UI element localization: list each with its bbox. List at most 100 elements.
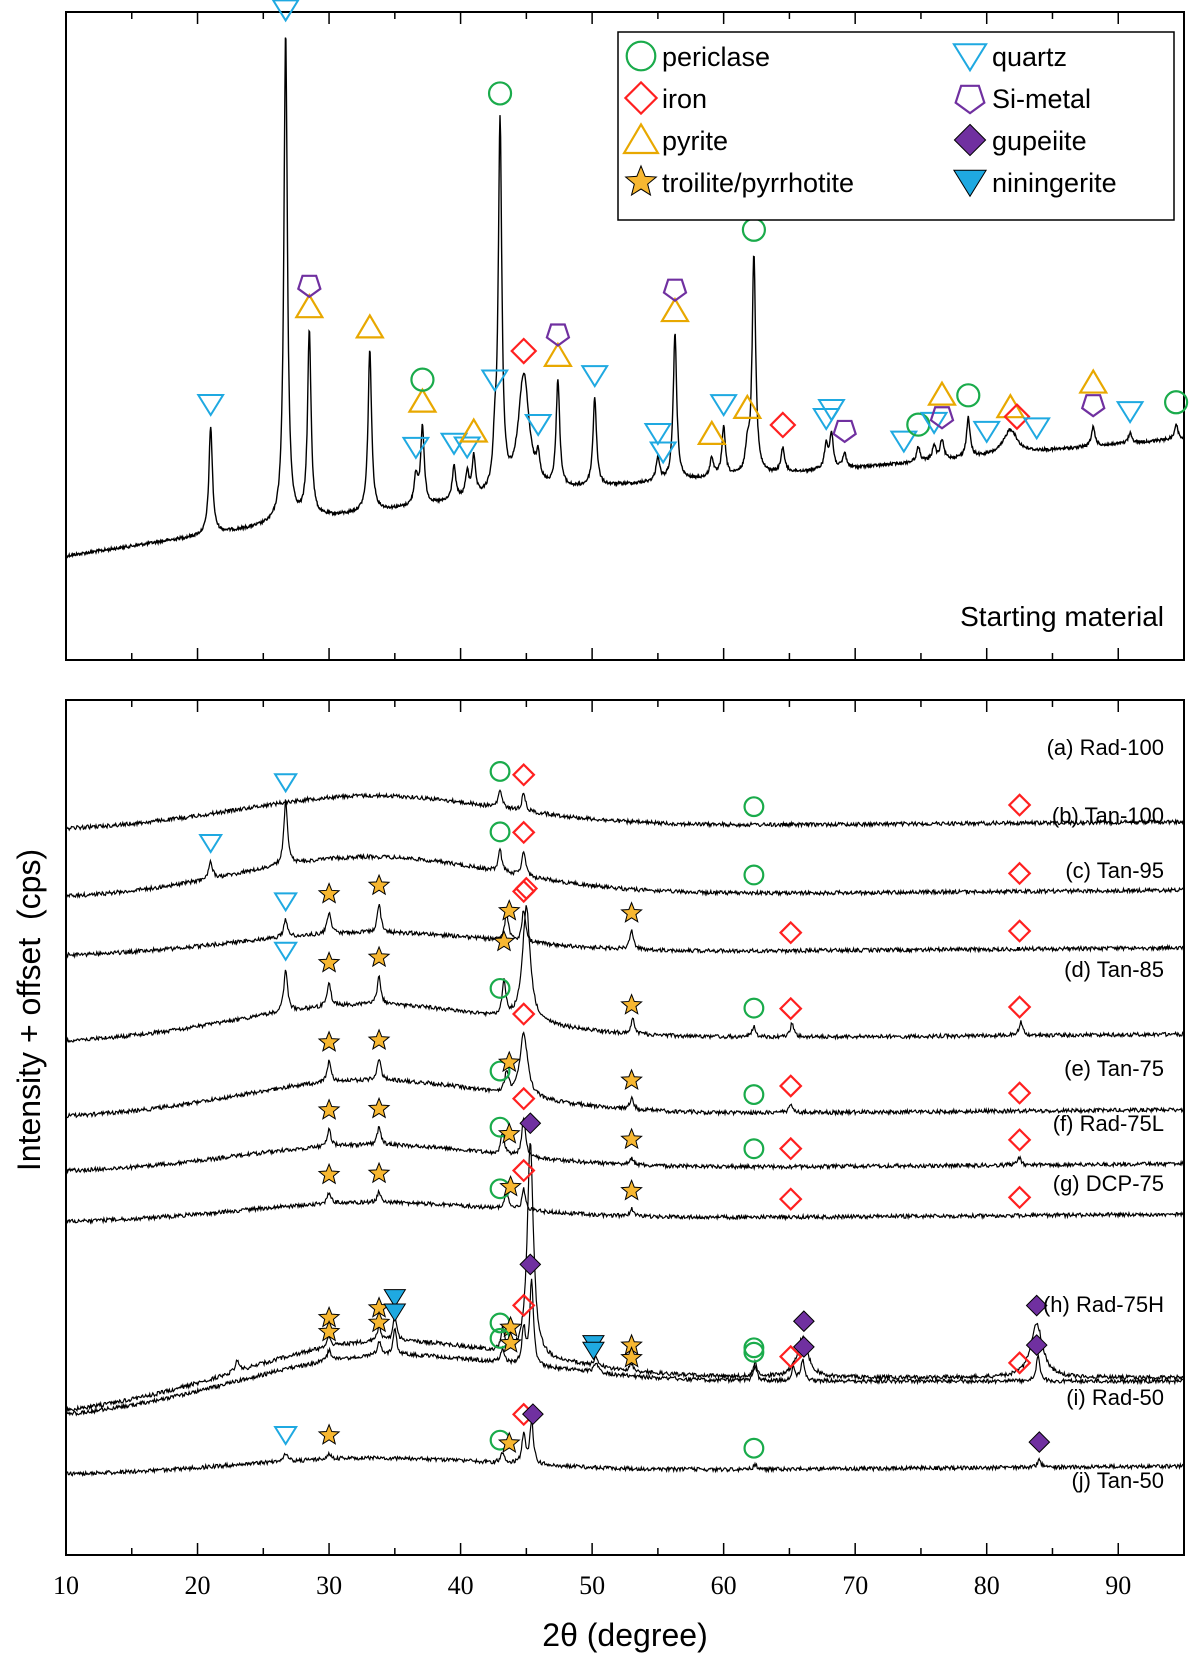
gupeiite-marker (1028, 1431, 1051, 1453)
iron-marker (514, 876, 539, 901)
gupeiite-marker (1025, 1334, 1048, 1356)
legend-label-troilite-pyrrhotite: troilite/pyrrhotite (662, 168, 854, 198)
quartz-marker (273, 1426, 298, 1446)
periclase-marker (743, 997, 765, 1019)
troilite-pyrrhotite-marker (317, 951, 341, 973)
iron-marker (1007, 1351, 1032, 1375)
gupeiite-marker (522, 1403, 544, 1426)
troilite-pyrrhotite-marker (499, 1175, 522, 1197)
pyrite-marker (542, 341, 573, 367)
si-metal-marker (297, 274, 322, 299)
quartz-marker (709, 394, 738, 418)
troilite-pyrrhotite-marker (497, 1431, 521, 1453)
pyrite-marker (354, 313, 385, 339)
troilite-pyrrhotite-marker (317, 1423, 341, 1445)
troilite-pyrrhotite-marker (367, 1161, 391, 1184)
iron-marker (778, 996, 803, 1021)
periclase-marker (743, 1341, 765, 1363)
quartz-marker (817, 399, 846, 422)
legend-label-pyrite: pyrite (662, 126, 728, 156)
top-panel: Starting material periclase iron pyrite … (65, 0, 1189, 661)
gupeiite-marker (519, 1112, 542, 1135)
series-label-d: (d) Tan-85 (1064, 957, 1164, 982)
gupeiite-marker (792, 1310, 815, 1333)
iron-marker (1007, 1185, 1032, 1210)
series-label-g: (g) DCP-75 (1053, 1171, 1164, 1196)
troilite-pyrrhotite-marker (499, 1331, 522, 1353)
x-axis-label: 2θ (degree) (542, 1617, 707, 1653)
gupeiite-marker (1025, 1294, 1048, 1317)
troilite-pyrrhotite-marker (367, 1028, 391, 1051)
trace-gdcp-75 (65, 1187, 1184, 1225)
quartz-marker (480, 369, 509, 393)
troilite-pyrrhotite-marker (497, 1050, 521, 1073)
periclase-marker (743, 796, 765, 818)
pyrite-marker (660, 296, 690, 323)
niningerite-marker (383, 1289, 407, 1308)
legend-frame (617, 31, 1175, 221)
trace-arad-100 (65, 789, 1185, 832)
top-panel-markers (196, 0, 1189, 465)
periclase-marker (625, 40, 657, 72)
trace-dtan-85 (65, 905, 1184, 1044)
iron-marker (778, 1344, 803, 1369)
troilite-pyrrhotite-marker (317, 1162, 341, 1185)
troilite-pyrrhotite-marker (620, 1068, 643, 1091)
series-label-c: (c) Tan-95 (1065, 858, 1164, 883)
bottom-panel: (a) Rad-100 (b) Tan-100 (c) Tan-95 (d) T… (53, 699, 1185, 1653)
niningerite-marker (383, 1303, 407, 1322)
troilite-pyrrhotite-marker (367, 1096, 391, 1119)
iron-marker (1003, 403, 1031, 431)
troilite-pyrrhotite-marker (620, 1127, 643, 1150)
si-metal-marker (545, 323, 571, 347)
trace-btan-100 (65, 799, 1184, 899)
legend-label-gupeiite: gupeiite (992, 126, 1087, 156)
legend-label-niningerite: niningerite (992, 168, 1117, 198)
gupeiite-marker (792, 1336, 815, 1358)
iron-marker (778, 920, 803, 945)
trace-starting-material (65, 37, 1185, 559)
series-label-a: (a) Rad-100 (1047, 735, 1164, 760)
bottom-panel-markers (198, 761, 1051, 1459)
pyrite-marker (1078, 368, 1109, 394)
periclase-marker (743, 1084, 765, 1106)
iron-marker (511, 1002, 536, 1026)
si-metal-marker (662, 278, 688, 303)
x-tick-label: 60 (711, 1571, 737, 1600)
quartz-marker (273, 941, 298, 962)
troilite-pyrrhotite-marker (317, 882, 341, 904)
series-label-f: (f) Rad-75L (1053, 1111, 1164, 1136)
legend-label-quartz: quartz (992, 42, 1067, 72)
quartz-marker (889, 430, 919, 454)
quartz-marker (523, 413, 553, 437)
bottom-panel-traces (65, 789, 1185, 1477)
periclase-marker (956, 383, 981, 408)
troilite-pyrrhotite-marker (317, 1030, 341, 1052)
iron-marker (1007, 861, 1032, 886)
troilite-pyrrhotite-marker (317, 1319, 341, 1342)
iron-marker (511, 1158, 536, 1183)
troilite-pyrrhotite-marker (367, 873, 391, 896)
pyrite-marker (732, 393, 763, 420)
iron-marker (1007, 1081, 1032, 1105)
troilite-pyrrhotite-marker (367, 1310, 391, 1333)
top-panel-ticks (65, 12, 1185, 660)
quartz-marker (273, 892, 298, 913)
iron-marker (778, 1074, 803, 1098)
iron-marker (511, 820, 536, 845)
periclase-marker (489, 821, 511, 843)
trace-frad-75l (65, 1116, 1185, 1175)
pyrite-marker (294, 293, 325, 319)
periclase-marker (487, 81, 513, 106)
trace-ctan-95 (65, 903, 1184, 959)
iron-marker (778, 1187, 803, 1211)
periclase-marker (489, 977, 511, 999)
quartz-marker (401, 436, 431, 460)
troilite-pyrrhotite-marker (317, 1098, 341, 1120)
legend-items (622, 40, 988, 198)
top-panel-trace (65, 37, 1185, 559)
x-tick-label: 30 (316, 1571, 342, 1600)
bottom-panel-frame (65, 699, 1185, 1556)
quartz-marker (648, 441, 678, 465)
iron-marker (778, 1136, 803, 1161)
